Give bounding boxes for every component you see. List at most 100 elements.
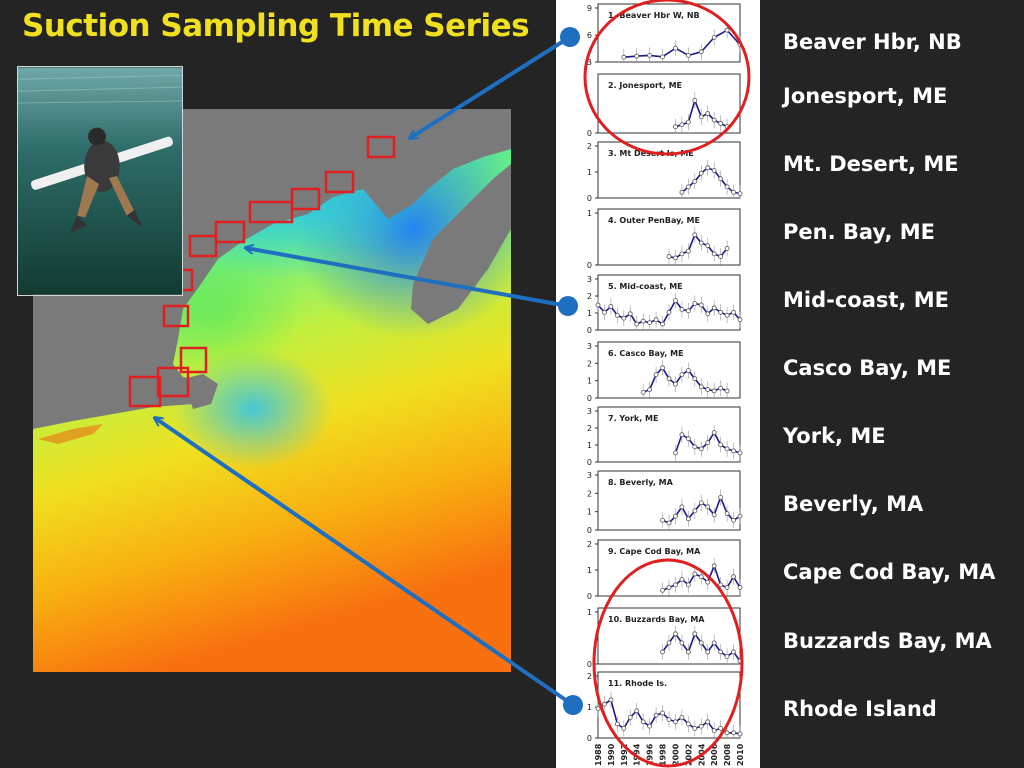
y-tick-label: 0 [587, 734, 592, 743]
data-point [731, 649, 736, 655]
data-point [692, 631, 698, 637]
y-tick-label: 2 [587, 292, 592, 301]
mini-chart-9: 2 1 0 9. Cape Cod Bay, MA [587, 539, 743, 601]
data-point [724, 388, 730, 394]
data-point [711, 251, 717, 257]
x-tick-label: 1996 [646, 743, 655, 766]
data-point [711, 305, 717, 311]
data-point [711, 168, 717, 173]
y-tick-label: 3 [587, 342, 592, 351]
data-point [698, 446, 704, 452]
data-point [711, 117, 717, 123]
data-point [718, 582, 724, 588]
data-point [634, 53, 640, 59]
data-point [711, 563, 717, 569]
data-point [666, 520, 672, 526]
site-label-rhode-island: Rhode Island [783, 697, 937, 721]
data-point [679, 715, 685, 720]
data-point [698, 723, 704, 729]
data-point [718, 649, 724, 655]
data-point [673, 255, 678, 261]
site-box-penbay [248, 200, 294, 224]
data-point [698, 640, 704, 646]
y-tick-label: 0 [587, 458, 592, 467]
data-point [685, 436, 691, 442]
data-point [718, 176, 724, 182]
data-point [692, 726, 698, 731]
data-point [640, 389, 646, 395]
y-tick-label: 3 [587, 407, 592, 416]
data-point [724, 312, 730, 318]
y-tick-label: 3 [587, 275, 592, 284]
data-point [724, 446, 730, 452]
y-tick-label: 3 [587, 58, 592, 67]
data-point [718, 726, 724, 731]
data-point [724, 730, 730, 736]
data-point [621, 726, 627, 731]
site-label-beaver-hbr: Beaver Hbr, NB [783, 30, 962, 54]
chart-title: 9. Cape Cod Bay, MA [608, 547, 701, 556]
data-point [679, 122, 685, 128]
y-tick-label: 0 [587, 261, 592, 270]
x-tick-label: 1992 [620, 744, 629, 766]
data-point [737, 585, 743, 590]
data-point [679, 577, 685, 582]
data-point [679, 251, 685, 257]
data-point [666, 640, 672, 646]
data-point [692, 508, 698, 514]
time-series-panel: 9 6 3 1. Beaver Hbr W, NB 0 2. Jonesport, ME 2… [587, 3, 745, 766]
data-point [673, 582, 678, 588]
data-point [705, 579, 711, 585]
x-tick-label: 2004 [697, 743, 706, 766]
data-point [737, 731, 743, 737]
y-tick-label: 2 [587, 540, 592, 549]
data-point [679, 189, 685, 195]
y-tick-label: 3 [587, 471, 592, 480]
data-point [718, 494, 724, 500]
data-point [627, 715, 633, 720]
data-point [673, 124, 678, 130]
data-point [634, 708, 640, 714]
data-point [711, 640, 717, 646]
mini-chart-2: 0 2. Jonesport, ME [587, 73, 741, 138]
data-point [718, 442, 724, 448]
data-point [692, 376, 698, 382]
data-point [660, 710, 665, 716]
data-point [737, 658, 743, 664]
data-point [660, 587, 665, 593]
data-point [698, 384, 704, 390]
chart-title: 10. Buzzards Bay, MA [608, 615, 705, 624]
chart-title: 6. Casco Bay, ME [608, 349, 684, 358]
data-point [685, 649, 691, 655]
site-label-mt-desert: Mt. Desert, ME [783, 152, 959, 176]
chart-title: 11. Rhode Is. [608, 679, 667, 688]
y-tick-label: 0 [587, 194, 592, 203]
data-point [673, 513, 678, 519]
x-tick-label: 1990 [607, 743, 616, 766]
data-point [705, 243, 711, 249]
data-point [653, 372, 659, 378]
data-point [731, 517, 736, 523]
data-point [621, 315, 627, 321]
chart-title: 2. Jonesport, ME [608, 81, 682, 90]
data-point [608, 304, 614, 309]
chart-title: 1. Beaver Hbr W, NB [608, 11, 700, 20]
y-tick-label: 1 [587, 377, 592, 386]
y-tick-label: 2 [587, 142, 592, 151]
data-point [673, 450, 678, 456]
data-point [634, 321, 640, 327]
chart-title: 3. Mt Desert Is, ME [608, 149, 694, 158]
mini-chart-10: 1 0 10. Buzzards Bay, MA [587, 607, 743, 669]
data-point [705, 504, 711, 510]
data-point [698, 500, 704, 506]
y-tick-label: 0 [587, 394, 592, 403]
mini-chart-6: 3 2 1 0 6. Casco Bay, ME [587, 341, 741, 403]
data-point [679, 306, 685, 312]
data-point [718, 309, 724, 315]
data-point [718, 254, 724, 259]
data-point [647, 53, 653, 58]
data-point [692, 98, 698, 103]
data-point [608, 697, 614, 703]
y-tick-label: 0 [587, 660, 592, 669]
site-box-capecod [179, 346, 208, 374]
